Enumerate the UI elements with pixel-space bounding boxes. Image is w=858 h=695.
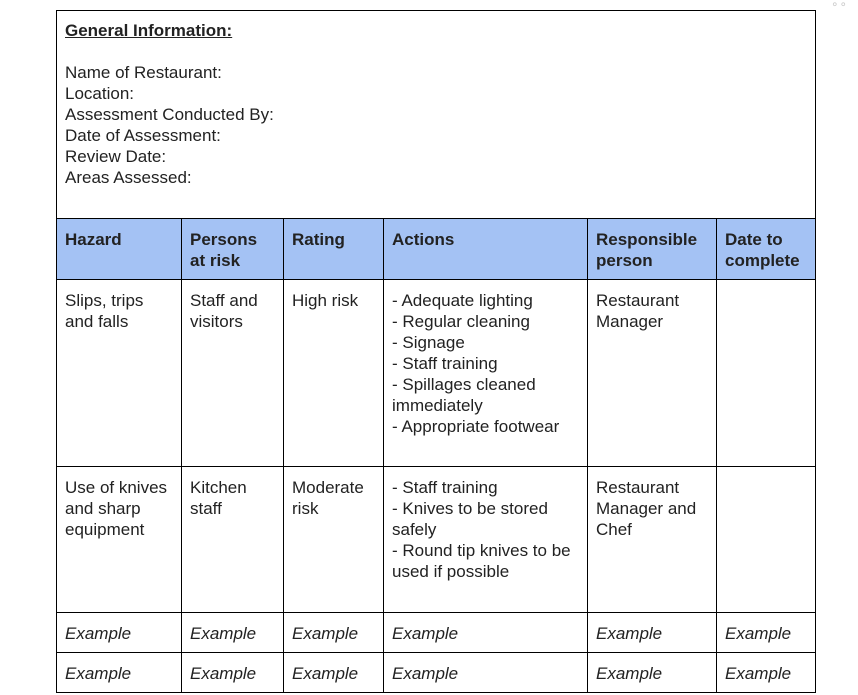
info-areas-assessed: Areas Assessed: (65, 168, 192, 187)
header-date-to-complete[interactable]: Date to complete (715, 218, 817, 280)
general-information-title: General Information: (65, 21, 233, 40)
example-cell[interactable]: Example (383, 652, 588, 693)
example-cell[interactable]: Example (181, 652, 284, 693)
cell-persons-at-risk[interactable]: Kitchen staff (181, 466, 284, 613)
action-item: - Knives to be stored safely (392, 499, 548, 539)
example-cell[interactable]: Example (283, 612, 384, 653)
action-item: - Staff training (392, 478, 498, 497)
example-row: Example Example Example Example Example … (56, 652, 817, 693)
example-cell[interactable]: Example (587, 652, 717, 693)
cell-actions[interactable]: - Adequate lighting - Regular cleaning -… (383, 279, 588, 467)
action-item: - Signage (392, 333, 465, 352)
header-hazard[interactable]: Hazard (56, 218, 182, 280)
cell-rating[interactable]: High risk (283, 279, 384, 467)
info-location: Location: (65, 84, 134, 103)
table-row: Slips, trips and falls Staff and visitor… (56, 279, 817, 467)
general-information-row: General Information: Name of Restaurant:… (55, 10, 817, 219)
info-review-date: Review Date: (65, 147, 167, 166)
cell-responsible-person[interactable]: Restaurant Manager (587, 279, 717, 467)
cell-hazard[interactable]: Use of knives and sharp equipment (56, 466, 182, 613)
example-cell[interactable]: Example (56, 612, 182, 653)
table-row: Use of knives and sharp equipment Kitche… (56, 466, 817, 613)
general-information-cell[interactable]: General Information: Name of Restaurant:… (55, 10, 817, 219)
action-item: - Adequate lighting (392, 291, 533, 310)
example-cell[interactable]: Example (383, 612, 588, 653)
info-conducted-by: Assessment Conducted By: (65, 105, 274, 124)
cell-persons-at-risk[interactable]: Staff and visitors (181, 279, 284, 467)
action-item: - Spillages cleaned immediately (392, 375, 536, 415)
table-header-row: Hazard Persons at risk Rating Actions Re… (56, 218, 817, 280)
cell-date-to-complete[interactable] (715, 279, 817, 467)
header-rating[interactable]: Rating (283, 218, 384, 280)
cell-actions[interactable]: - Staff training - Knives to be stored s… (383, 466, 588, 613)
more-options-icon[interactable]: ∘∘ (830, 0, 848, 11)
info-restaurant-name: Name of Restaurant: (65, 63, 222, 82)
action-item: - Staff training (392, 354, 498, 373)
header-actions[interactable]: Actions (383, 218, 588, 280)
cell-date-to-complete[interactable] (715, 466, 817, 613)
example-cell[interactable]: Example (283, 652, 384, 693)
example-row: Example Example Example Example Example … (56, 612, 817, 653)
action-item: - Appropriate footwear (392, 417, 560, 436)
example-cell[interactable]: Example (56, 652, 182, 693)
action-item: - Regular cleaning (392, 312, 530, 331)
example-cell[interactable]: Example (587, 612, 717, 653)
example-cell[interactable]: Example (715, 652, 817, 693)
header-persons-at-risk[interactable]: Persons at risk (181, 218, 284, 280)
risk-assessment-table: General Information: Name of Restaurant:… (55, 10, 817, 693)
example-cell[interactable]: Example (181, 612, 284, 653)
cell-responsible-person[interactable]: Restaurant Manager and Chef (587, 466, 717, 613)
cell-rating[interactable]: Moderate risk (283, 466, 384, 613)
example-cell[interactable]: Example (715, 612, 817, 653)
cell-hazard[interactable]: Slips, trips and falls (56, 279, 182, 467)
header-responsible-person[interactable]: Responsible person (587, 218, 717, 280)
info-date-of-assessment: Date of Assessment: (65, 126, 221, 145)
action-item: - Round tip knives to be used if possibl… (392, 541, 571, 581)
